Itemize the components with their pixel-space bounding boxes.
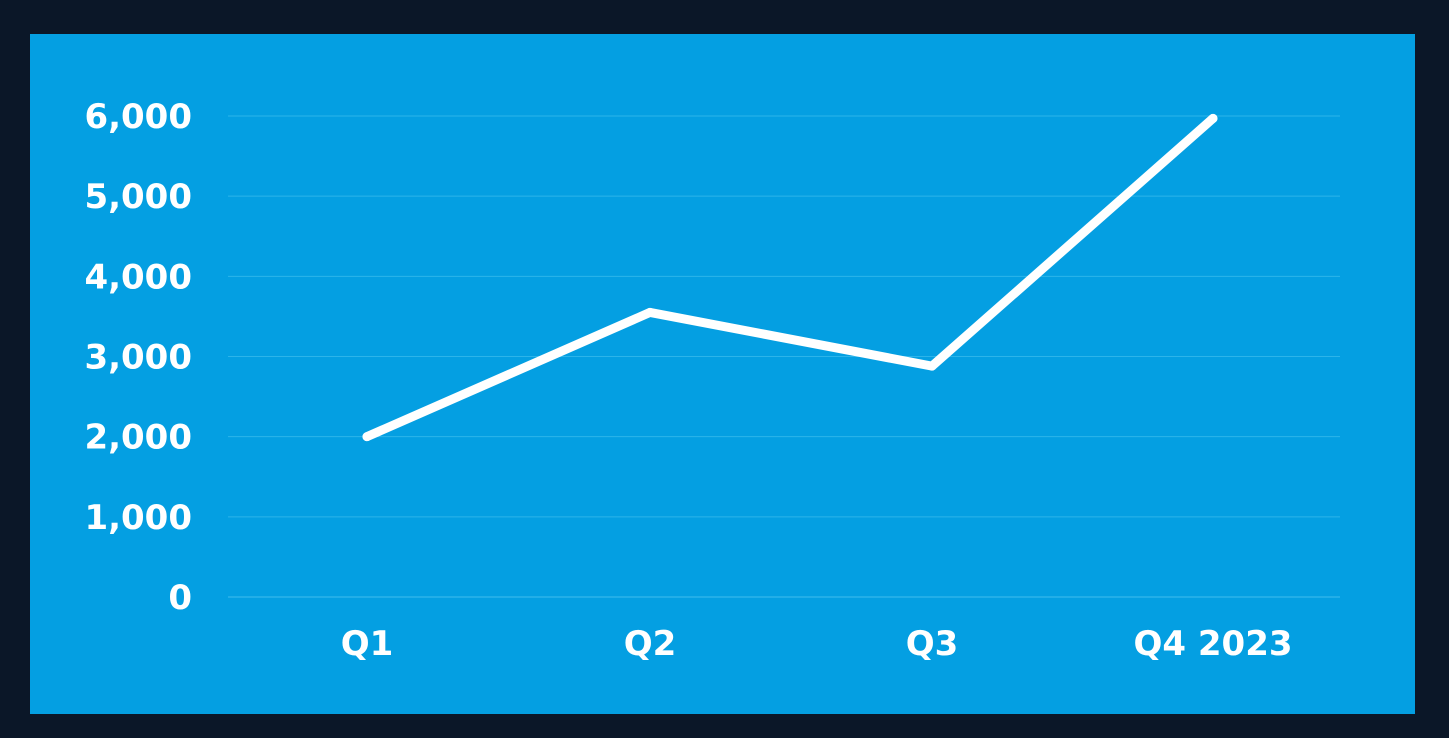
y-tick-label: 4,000 [84,257,192,297]
x-tick-label: Q2 [624,624,677,664]
data-point [645,307,655,317]
y-axis-ticks: 0 1,000 2,000 3,000 4,000 5,000 6,000 [84,97,192,618]
y-tick-label: 5,000 [84,177,192,217]
y-tick-label: 6,000 [84,97,192,137]
gridlines [228,115,1340,598]
y-tick-label: 3,000 [84,338,192,378]
series-line-group [362,113,1218,442]
series-line [362,113,1218,442]
x-tick-label: Q4 2023 [1133,624,1292,664]
x-tick-label: Q3 [906,624,959,664]
data-point [927,361,937,371]
x-tick-label: Q1 [341,624,394,664]
y-tick-label: 1,000 [84,498,192,538]
y-tick-label: 0 [168,578,192,618]
y-tick-label: 2,000 [84,418,192,458]
data-point [1208,113,1218,123]
data-point [362,432,372,442]
x-axis-ticks: Q1 Q2 Q3 Q4 2023 [341,624,1293,664]
